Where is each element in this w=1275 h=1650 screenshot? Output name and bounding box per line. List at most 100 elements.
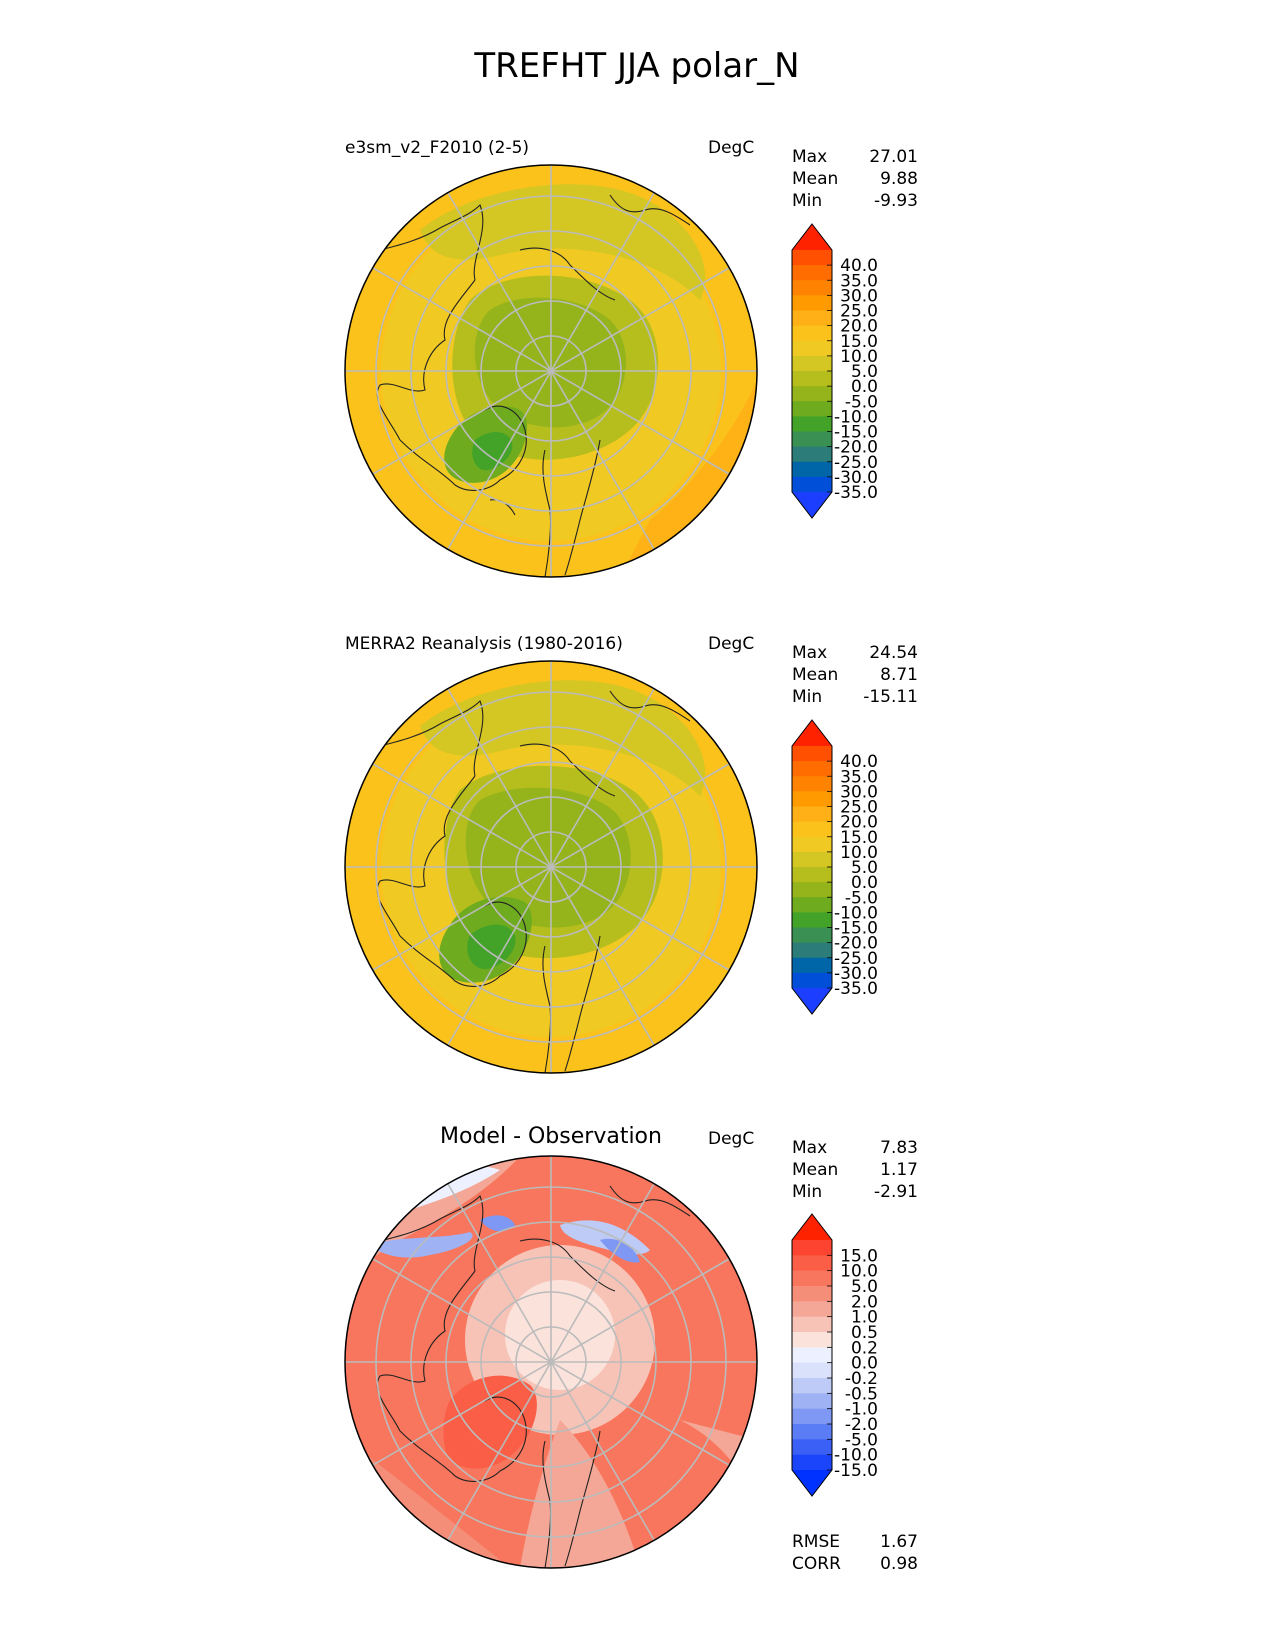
panel-obs-units: DegC <box>708 634 754 654</box>
colorbar-segment <box>792 310 832 327</box>
colorbar-tick-label: 0.5 <box>851 1323 878 1343</box>
metric-value: 1.67 <box>880 1532 918 1552</box>
colorbar-tick-label: 35.0 <box>840 767 878 787</box>
colorbar-tick-label: -15.0 <box>834 919 878 939</box>
colorbar-tick-label: -15.0 <box>834 423 878 443</box>
stat-value: 24.54 <box>869 643 918 663</box>
stat-label: Max <box>792 643 827 663</box>
colorbar-tick-label: 0.0 <box>851 377 878 397</box>
colorbar-tick-label: 0.2 <box>851 1338 878 1358</box>
panel-model-stats: Max 27.01 Mean 9.88 Min -9.93 <box>792 147 918 211</box>
map-north-zone <box>420 680 706 796</box>
colorbar-tick-label: 15.0 <box>840 828 878 848</box>
colorbar-tick-label: 2.0 <box>851 1292 878 1312</box>
map-blue-streak <box>600 1238 640 1263</box>
metric-label: RMSE <box>792 1532 840 1552</box>
colorbar-segment <box>792 325 832 342</box>
stat-label: Mean <box>792 1160 838 1180</box>
colorbar-segment <box>792 761 832 777</box>
colorbar-segment <box>792 1316 832 1333</box>
stat-label: Mean <box>792 665 838 685</box>
colorbar-segment <box>792 972 832 989</box>
stat-label: Max <box>792 1138 827 1158</box>
metric-label: CORR <box>792 1554 841 1574</box>
colorbar-segment <box>792 821 832 838</box>
colorbar-extend-bottom <box>792 988 832 1014</box>
colorbar-segment <box>792 416 832 432</box>
panel-diff-units: DegC <box>708 1129 754 1149</box>
colorbar-segment <box>792 1378 832 1394</box>
colorbar-segment <box>792 1454 832 1471</box>
colorbar-tick-label: -30.0 <box>834 468 878 488</box>
colorbar-segment <box>792 280 832 296</box>
panel-obs-colorbar: 40.035.030.025.020.015.010.05.00.0-5.0-1… <box>791 719 878 1015</box>
colorbar-segment <box>792 1347 832 1364</box>
stat-value: 8.71 <box>880 665 918 685</box>
colorbar-segment <box>792 1255 832 1272</box>
stat-label: Mean <box>792 169 838 189</box>
colorbar-tick-label: -1.0 <box>845 1400 878 1420</box>
map-graticule <box>345 1156 757 1568</box>
map-north-zone <box>420 184 706 300</box>
colorbar-segment <box>792 461 832 478</box>
colorbar-extend-bottom <box>792 1470 832 1496</box>
map-greenland-core <box>467 924 516 970</box>
colorbar-segment <box>792 446 832 463</box>
map-graticule <box>345 165 757 577</box>
map-boundary <box>344 164 758 578</box>
colorbar-tick-label: -25.0 <box>834 453 878 473</box>
colorbar-extend-bottom <box>792 492 832 518</box>
panel-obs-map <box>345 661 757 1073</box>
colorbar-tick-label: -20.0 <box>834 934 878 954</box>
colorbar-tick-label: -0.5 <box>845 1384 878 1404</box>
colorbar-segment <box>792 897 832 913</box>
colorbar-extend-top <box>792 1214 832 1240</box>
panel-diff-colorbar: 15.010.05.02.01.00.50.20.0-0.2-0.5-1.0-2… <box>791 1213 878 1497</box>
colorbar-tick-label: 10.0 <box>840 843 878 863</box>
stat-value: 27.01 <box>869 147 918 167</box>
colorbar-tick-label: -15.0 <box>834 1461 878 1481</box>
colorbar-segment <box>792 1439 832 1456</box>
colorbar-segment <box>792 791 832 807</box>
colorbar-segment <box>792 912 832 928</box>
stat-label: Min <box>792 687 822 707</box>
panel-diff: Model - Observation DegC Max 7.83 Mean 1… <box>344 1124 918 1574</box>
colorbar-tick-label: 25.0 <box>840 798 878 818</box>
colorbar-segment <box>792 250 832 266</box>
stat-value: -15.11 <box>863 687 918 707</box>
panel-model: e3sm_v2_F2010 (2-5) DegC Max 27.01 Mean … <box>344 138 918 578</box>
stat-value: -2.91 <box>874 1182 918 1202</box>
colorbar-tick-label: 5.0 <box>851 362 878 382</box>
panel-model-units: DegC <box>708 138 754 158</box>
stat-value: -9.93 <box>874 191 918 211</box>
panel-diff-stats: Max 7.83 Mean 1.17 Min -2.91 <box>792 1138 918 1202</box>
colorbar-tick-label: -2.0 <box>845 1415 878 1435</box>
stat-value: 7.83 <box>880 1138 918 1158</box>
stat-value: 1.17 <box>880 1160 918 1180</box>
colorbar-outline <box>791 223 833 519</box>
colorbar-segment <box>792 340 832 357</box>
colorbar-segment <box>792 1332 832 1348</box>
colorbar-tick-label: 35.0 <box>840 271 878 291</box>
colorbar-tick-label: -10.0 <box>834 407 878 427</box>
colorbar-segment <box>792 1240 832 1256</box>
colorbar-segment <box>792 401 832 417</box>
colorbar-segment <box>792 867 832 883</box>
colorbar-segment <box>792 942 832 959</box>
colorbar-segment <box>792 1270 832 1287</box>
colorbar-tick-label: 5.0 <box>851 858 878 878</box>
colorbar-extend-top <box>792 720 832 746</box>
colorbar-segment <box>792 295 832 311</box>
colorbar-tick-label: 20.0 <box>840 317 878 337</box>
colorbar-tick-label: -10.0 <box>834 1446 878 1466</box>
colorbar-segment <box>792 806 832 823</box>
colorbar-tick-label: 10.0 <box>840 347 878 367</box>
colorbar-tick-label: 0.0 <box>851 1354 878 1374</box>
colorbar-segment <box>792 476 832 493</box>
colorbar-segment <box>792 1362 832 1379</box>
colorbar-segment <box>792 371 832 387</box>
colorbar-segment <box>792 1301 832 1318</box>
panel-diff-map <box>345 1156 757 1568</box>
colorbar-segment <box>792 355 832 372</box>
